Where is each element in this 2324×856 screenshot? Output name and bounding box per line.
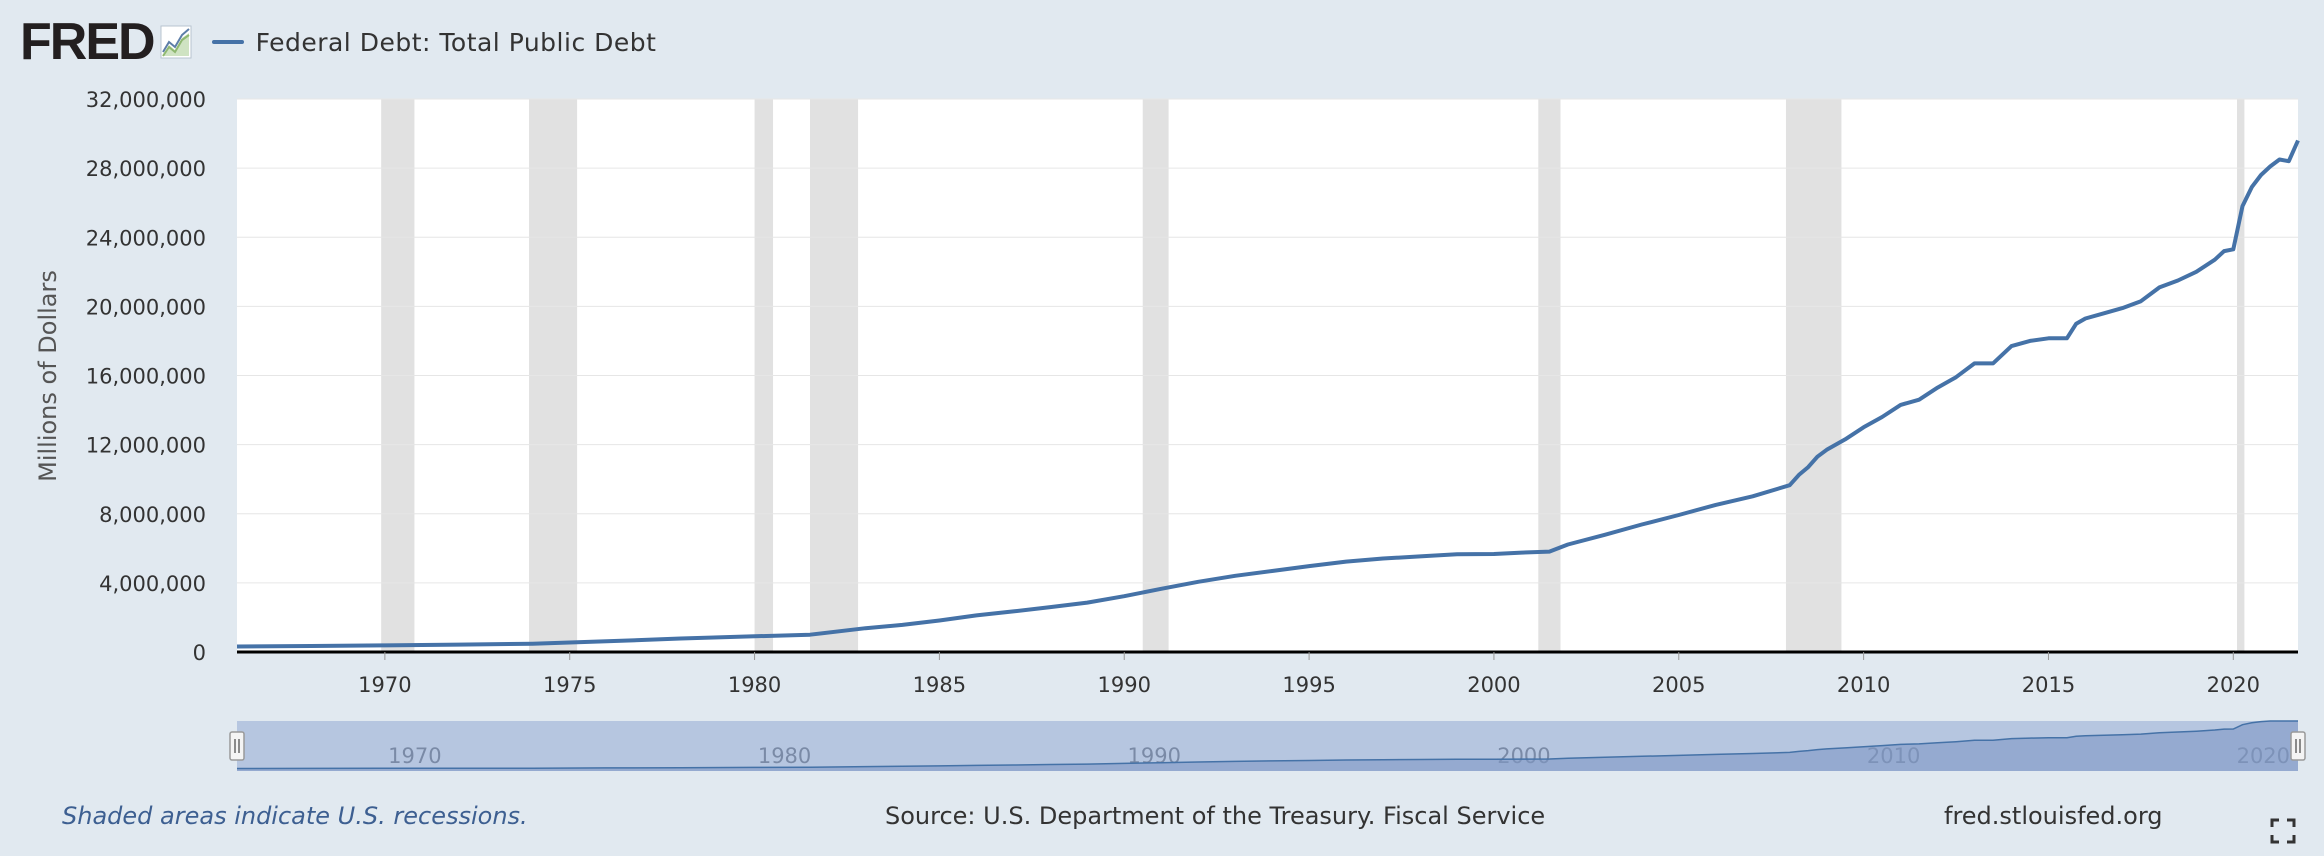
y-tick-label: 32,000,000 <box>86 88 206 112</box>
x-tick-label: 2010 <box>1837 673 1890 697</box>
x-tick-label: 1970 <box>358 673 411 697</box>
x-tick-label: 1980 <box>728 673 781 697</box>
source-text: Source: U.S. Department of the Treasury.… <box>885 802 1546 830</box>
series-line <box>236 139 2300 649</box>
legend-swatch <box>211 40 244 44</box>
legend-series-label: Federal Debt: Total Public Debt <box>255 27 657 57</box>
x-tick-label: 1975 <box>543 673 596 697</box>
site-link[interactable]: fred.stlouisfed.org <box>1944 802 2163 830</box>
chart-area: 0 4,000,000 8,000,000 12,000,000 16,000,000 2… <box>34 88 2306 771</box>
chart-legend[interactable]: Federal Debt: Total Public Debt <box>211 27 657 57</box>
fred-logo-chart-icon <box>160 25 192 59</box>
chart-header: FRED Federal Debt: Total Public Debt <box>20 14 656 70</box>
y-tick-label: 16,000,000 <box>86 365 206 389</box>
y-tick-label: 8,000,000 <box>99 503 206 527</box>
navigator-right-handle[interactable] <box>2290 731 2306 761</box>
x-tick-label: 2020 <box>2207 673 2260 697</box>
x-tick-label: 1990 <box>1098 673 1151 697</box>
y-tick-label: 20,000,000 <box>86 295 206 319</box>
x-tick-label: 1995 <box>1282 673 1335 697</box>
recession-note: Shaded areas indicate U.S. recessions. <box>62 802 528 830</box>
navigator-year-label: 1980 <box>758 744 811 768</box>
y-tick-label: 28,000,000 <box>86 157 206 181</box>
x-tick-label: 2015 <box>2022 673 2075 697</box>
y-tick-label: 24,000,000 <box>86 226 206 250</box>
y-axis-title: Millions of Dollars <box>34 270 62 482</box>
fred-logo[interactable]: FRED <box>20 16 192 68</box>
x-tick-label: 2000 <box>1467 673 1520 697</box>
navigator-year-label: 1970 <box>388 744 441 768</box>
y-tick-label: 0 <box>193 641 206 665</box>
navigator-series-line <box>236 720 2298 770</box>
range-navigator[interactable]: 197019801990200020102020 <box>229 720 2306 771</box>
y-tick-label: 12,000,000 <box>86 434 206 458</box>
y-axis-ticks: 0 4,000,000 8,000,000 12,000,000 16,000,000 2… <box>86 88 206 665</box>
grid-lines <box>237 98 2298 584</box>
x-axis-ticks: 1970 1975 1980 1985 1990 1995 2000 2005 2010 2015… <box>358 652 2260 697</box>
logo-text: FRED <box>20 13 156 71</box>
x-tick-label: 1985 <box>913 673 966 697</box>
series-layer <box>236 139 2300 649</box>
x-tick-label: 2005 <box>1652 673 1705 697</box>
navigator-series-area <box>237 721 2298 771</box>
navigator-left-handle[interactable] <box>229 731 245 761</box>
fullscreen-icon[interactable] <box>2270 818 2296 844</box>
y-tick-label: 4,000,000 <box>99 572 206 596</box>
